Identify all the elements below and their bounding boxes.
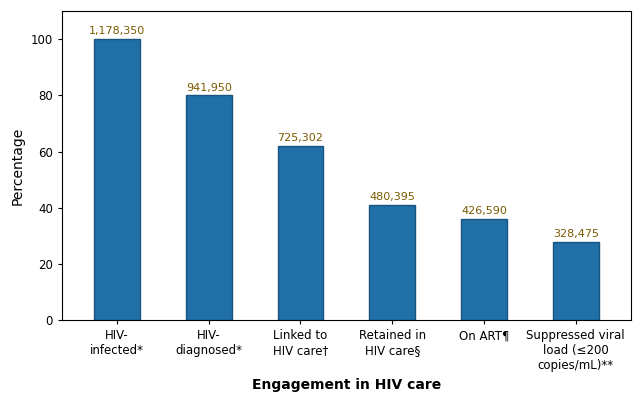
X-axis label: Engagement in HIV care: Engagement in HIV care xyxy=(252,378,441,392)
Bar xyxy=(553,242,599,320)
Y-axis label: Percentage: Percentage xyxy=(11,127,25,205)
Text: 1,178,350: 1,178,350 xyxy=(89,27,145,36)
Bar xyxy=(369,205,415,320)
Text: 941,950: 941,950 xyxy=(186,83,231,93)
Text: 328,475: 328,475 xyxy=(553,229,599,239)
Bar xyxy=(94,39,140,320)
Text: 426,590: 426,590 xyxy=(461,206,507,216)
Bar xyxy=(278,146,323,320)
Bar xyxy=(461,219,507,320)
Text: 480,395: 480,395 xyxy=(369,192,415,202)
Text: 725,302: 725,302 xyxy=(278,133,323,143)
Bar xyxy=(186,96,231,320)
